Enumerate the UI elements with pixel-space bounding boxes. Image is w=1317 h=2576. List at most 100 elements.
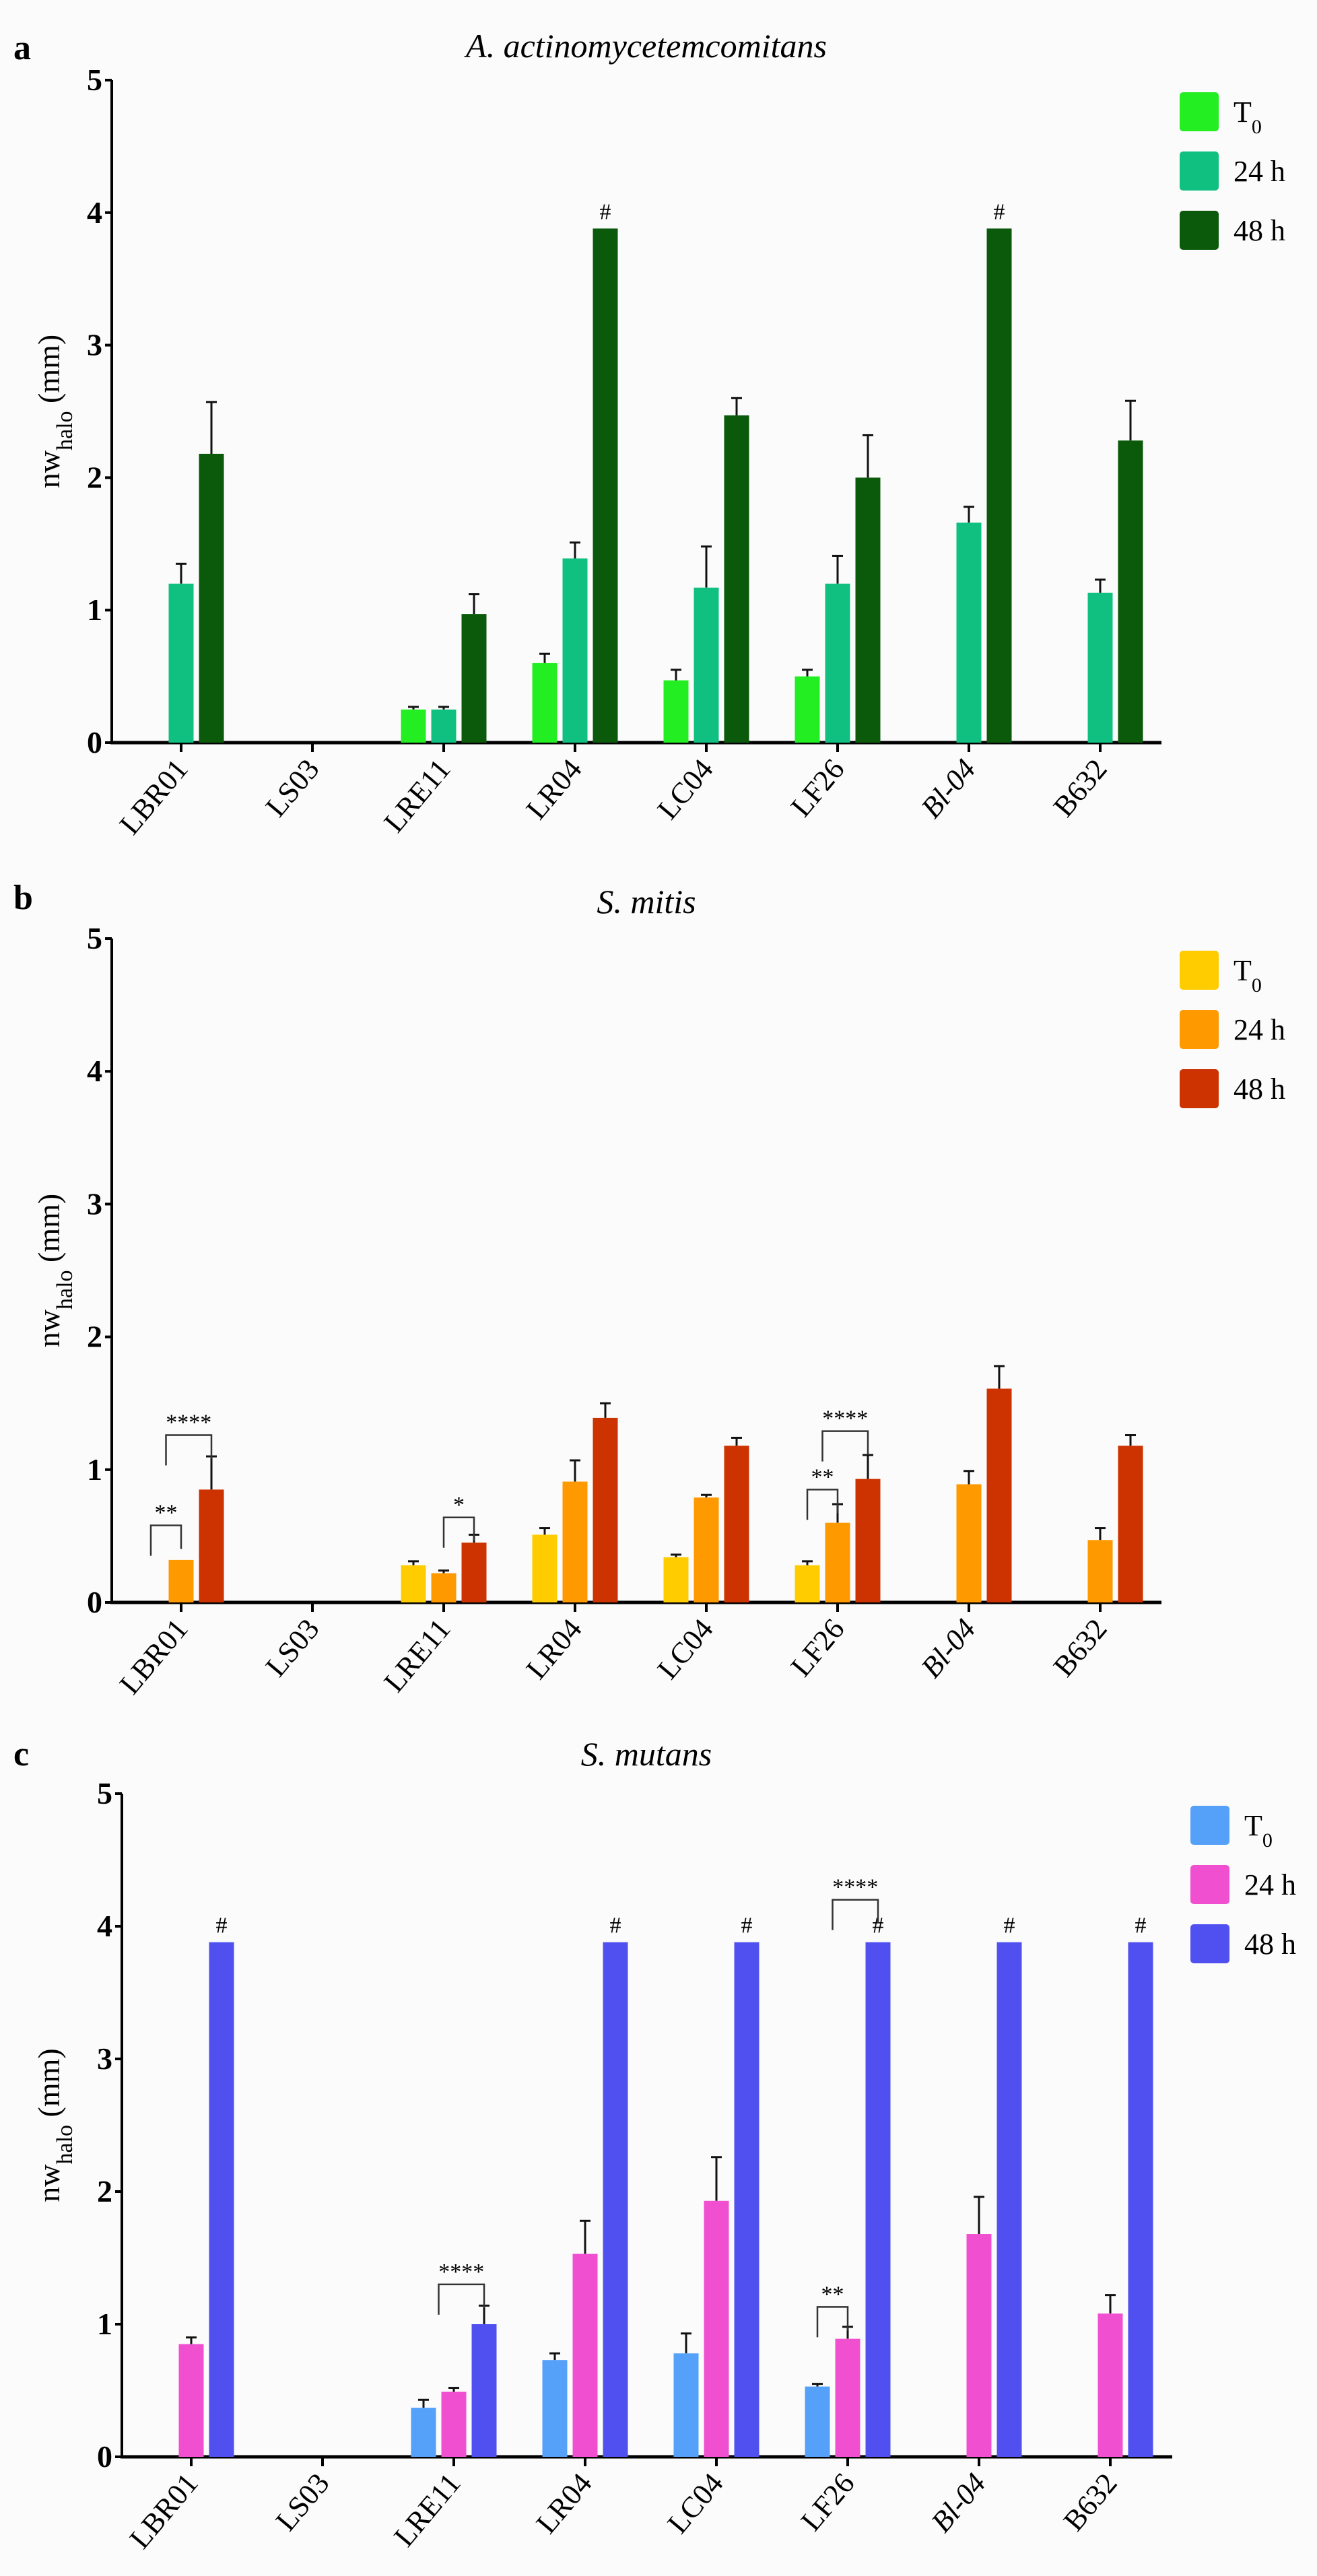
y-label-sub: halo <box>53 1270 77 1310</box>
bar-48h-LC04 <box>734 1942 759 2457</box>
y-tick-label: 2 <box>87 460 102 494</box>
chart-title: A. actinomycetemcomitans <box>464 27 827 65</box>
chart-title: S. mutans <box>581 1735 712 1773</box>
x-tick-label: LS03 <box>259 1613 326 1683</box>
legend-swatch <box>1190 1924 1229 1963</box>
bar-T0-LRE11 <box>401 1565 426 1602</box>
bar-48h-LF26 <box>855 1479 881 1602</box>
significance-mark: # <box>741 1913 753 1938</box>
panel-label: b <box>13 879 33 917</box>
bar-24h-LC04 <box>694 587 719 743</box>
significance-bracket <box>149 1524 182 1556</box>
y-tick-label: 1 <box>97 2307 112 2341</box>
legend-label: 48 h <box>1234 1073 1285 1106</box>
significance-label: **** <box>438 2260 484 2284</box>
legend-label-main: 48 h <box>1234 1073 1285 1106</box>
x-tick-label: LR04 <box>520 1613 588 1685</box>
bar-24h-LR04 <box>572 2253 598 2457</box>
x-tick-label: Bl-04 <box>914 1613 982 1684</box>
y-label-unit: (mm) <box>32 335 66 411</box>
significance-label: **** <box>832 1875 878 1900</box>
bar-48h-B632 <box>1118 440 1143 743</box>
legend-label: 48 h <box>1244 1928 1296 1961</box>
bar-48h-B632 <box>1128 1942 1153 2457</box>
y-label-main: nw <box>32 450 66 488</box>
chart-title: S. mitis <box>597 883 696 920</box>
bar-48h-LBR01 <box>209 1942 234 2457</box>
x-tick-label: LR04 <box>520 753 588 825</box>
bar-T0-LC04 <box>663 1557 689 1602</box>
x-tick-label: LRE11 <box>377 1613 457 1699</box>
panel-label: a <box>13 29 31 67</box>
legend-swatch <box>1180 92 1219 131</box>
legend-label: T0 <box>1244 1809 1273 1852</box>
legend-swatch <box>1190 1865 1229 1904</box>
significance-bracket <box>832 1899 879 1930</box>
bar-48h-B632 <box>1118 1446 1143 1602</box>
bar-48h-LRE11 <box>461 1543 487 1602</box>
y-tick-label: 4 <box>87 195 102 230</box>
bar-24h-LF26 <box>825 1522 850 1602</box>
y-tick-label: 2 <box>97 2174 112 2208</box>
legend-label-main: 24 h <box>1244 1868 1296 1901</box>
y-tick-label: 1 <box>87 1452 102 1487</box>
y-tick-label: 5 <box>87 63 102 97</box>
y-tick-label: 4 <box>87 1054 102 1088</box>
legend-label: 24 h <box>1244 1868 1296 1901</box>
y-axis-label: nwhalo (mm) <box>32 335 77 488</box>
bar-48h-LBR01 <box>199 453 224 743</box>
bar-T0-LC04 <box>673 2353 699 2457</box>
legend-label-sub: 0 <box>1262 1829 1273 1852</box>
significance-mark: # <box>610 1913 621 1938</box>
significance-label: **** <box>822 1406 868 1431</box>
bar-24h-B632 <box>1087 1540 1113 1602</box>
x-tick-label: LC04 <box>651 753 720 825</box>
y-tick-label: 0 <box>87 1585 102 1619</box>
bar-48h-Bl-04 <box>986 1388 1012 1602</box>
x-tick-label: LBR01 <box>113 1613 195 1701</box>
bar-48h-LR04 <box>593 1417 618 1602</box>
y-label-sub: halo <box>53 2125 77 2165</box>
legend-label: T0 <box>1234 954 1262 996</box>
bar-T0-LC04 <box>663 680 689 743</box>
bar-24h-Bl-04 <box>956 1484 982 1602</box>
chart-panel-a: a A. actinomycetemcomitans nwhalo (mm) 0 1 2 3… <box>13 27 1285 841</box>
significance-bracket <box>165 1434 213 1466</box>
significance-label: * <box>453 1493 465 1518</box>
x-tick-label: LC04 <box>651 1613 720 1685</box>
y-label-main: nw <box>32 1309 66 1347</box>
legend-label-main: 24 h <box>1234 1013 1285 1046</box>
bar-48h-LF26 <box>855 477 881 743</box>
significance-label: ** <box>821 2282 844 2307</box>
x-tick-label: LF26 <box>795 2467 861 2538</box>
significance-mark: # <box>216 1913 228 1938</box>
legend-label: T0 <box>1234 96 1262 138</box>
legend-label-main: T <box>1234 954 1252 987</box>
y-tick-label: 0 <box>87 725 102 759</box>
chart-panel-c: c S. mutans nwhalo (mm) 0 1 2 3 4 5 LBR01 LS03 LRE1… <box>13 1735 1296 2555</box>
legend-label-main: T <box>1244 1809 1262 1842</box>
bar-24h-LBR01 <box>178 2344 204 2457</box>
y-tick-label: 5 <box>97 1776 112 1810</box>
x-tick-label: LBR01 <box>113 753 195 841</box>
significance-mark: # <box>994 199 1005 224</box>
bar-48h-LF26 <box>865 1942 891 2457</box>
bar-T0-LF26 <box>795 1565 820 1602</box>
legend-swatch <box>1180 211 1219 250</box>
bar-T0-LR04 <box>532 663 558 743</box>
legend-swatch <box>1190 1806 1229 1845</box>
bar-T0-LF26 <box>795 676 820 743</box>
bar-48h-LRE11 <box>471 2324 497 2457</box>
bar-T0-LF26 <box>805 2386 830 2457</box>
x-tick-label: B632 <box>1047 1613 1114 1683</box>
x-tick-label: LRE11 <box>387 2467 467 2553</box>
y-tick-label: 3 <box>97 2041 112 2076</box>
y-tick-label: 0 <box>97 2439 112 2474</box>
panel-label: c <box>13 1735 29 1773</box>
x-tick-label: LS03 <box>269 2467 336 2538</box>
y-label-unit: (mm) <box>32 1194 66 1270</box>
y-tick-label: 1 <box>87 592 102 627</box>
significance-mark: # <box>600 199 611 224</box>
x-tick-label: LF26 <box>784 753 851 823</box>
bar-24h-LR04 <box>562 558 588 743</box>
